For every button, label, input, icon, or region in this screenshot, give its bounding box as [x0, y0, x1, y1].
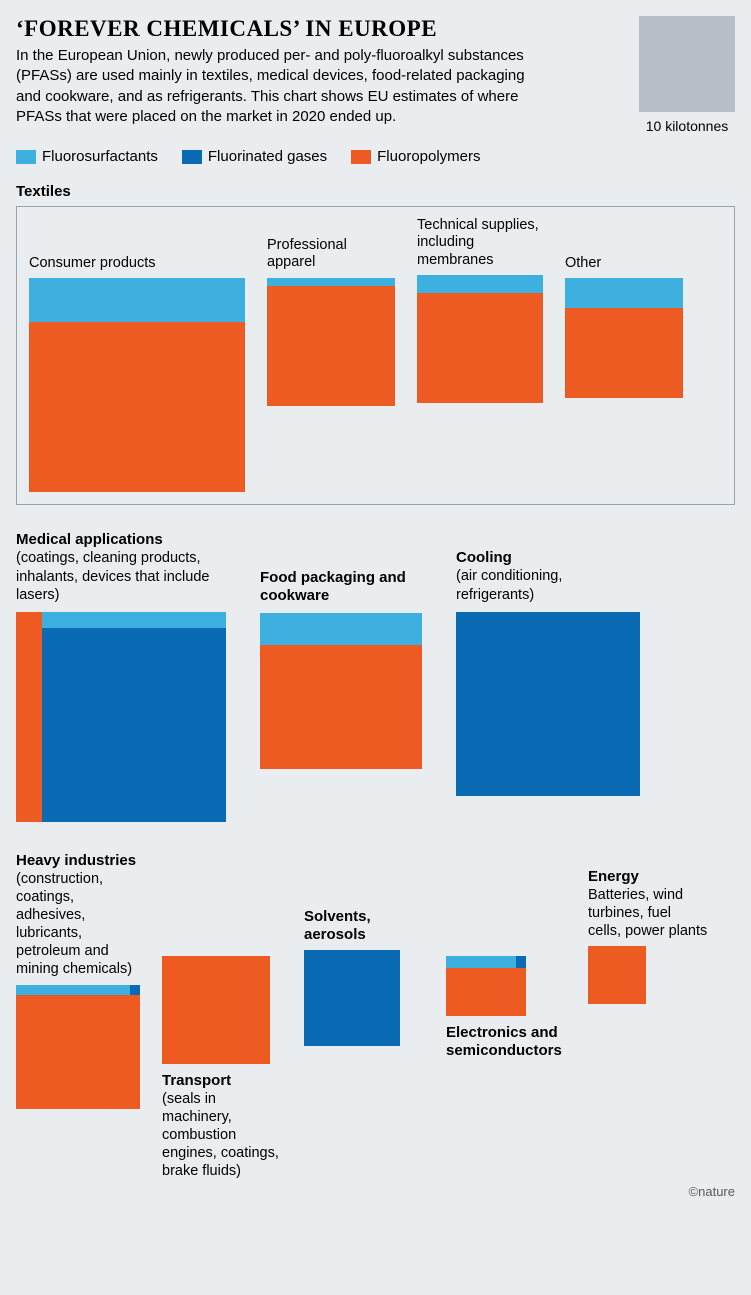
block-title: Transport — [162, 1072, 282, 1090]
chart-segment — [267, 286, 395, 406]
chart-segment — [29, 322, 245, 492]
legend-swatch — [351, 150, 371, 164]
textiles-column: Consumer products — [29, 217, 245, 492]
block-subtitle: (seals in machinery, combustion engines,… — [162, 1090, 282, 1181]
chart-segment — [16, 612, 42, 822]
category-block: Transport(seals in machinery, combustion… — [162, 852, 282, 1181]
category-block: Solvents, aerosols — [304, 852, 424, 1046]
chart-segment — [417, 293, 543, 403]
legend-label: Fluorosurfactants — [42, 148, 158, 165]
category-block: Heavy industries(construction, coatings,… — [16, 852, 140, 1109]
block-subtitle: Batteries, wind turbines, fuel cells, po… — [588, 886, 708, 940]
textiles-column: Professional apparel — [267, 217, 395, 406]
block-title: Heavy industries — [16, 852, 140, 870]
legend-swatch — [182, 150, 202, 164]
block-title: Cooling — [456, 549, 640, 567]
category-block: Medical applications(coatings, cleaning … — [16, 531, 226, 821]
chart-segment — [565, 278, 683, 308]
block-subtitle: (construction, coatings, adhesives, lubr… — [16, 870, 140, 979]
chart-segment — [260, 645, 422, 769]
chart-segment — [130, 985, 140, 995]
block-subtitle: (coatings, cleaning products, inhalants,… — [16, 549, 226, 603]
textiles-panel: Consumer products Professional apparel Tec… — [16, 206, 735, 505]
block-title: Medical applications — [16, 531, 226, 549]
textiles-column: Other — [565, 217, 683, 398]
chart-segment — [267, 278, 395, 286]
page-title: ‘FOREVER CHEMICALS’ IN EUROPE — [16, 16, 619, 42]
textiles-column: Technical supplies, including membranes — [417, 217, 543, 403]
block-title: Electronics and semiconductors — [446, 1024, 566, 1060]
chart-segment — [446, 956, 516, 968]
chart-segment — [16, 985, 130, 995]
chart-segment — [456, 612, 640, 796]
block-title: Energy — [588, 868, 708, 886]
credit: ©nature — [16, 1184, 735, 1199]
chart-segment — [29, 278, 245, 322]
block-title: Food packaging and cookware — [260, 569, 422, 605]
chart-segment — [565, 308, 683, 398]
legend: Fluorosurfactants Fluorinated gases Fluoro… — [16, 148, 735, 165]
chart-segment — [304, 950, 400, 1046]
chart-segment — [162, 956, 270, 1064]
legend-item: Fluorinated gases — [182, 148, 327, 165]
textiles-heading: Textiles — [16, 183, 735, 200]
chart-segment — [417, 275, 543, 293]
row-3: Heavy industries(construction, coatings,… — [16, 852, 735, 1181]
category-block: Cooling(air conditioning, refrigerants) — [456, 531, 640, 795]
chart-segment — [16, 995, 140, 1109]
intro-text: In the European Union, newly produced pe… — [16, 46, 536, 127]
category-block: Food packaging and cookware — [260, 531, 422, 769]
column-label: Other — [565, 255, 683, 272]
chart-segment — [446, 968, 526, 1016]
scale-key: 10 kilotonnes — [639, 16, 735, 134]
legend-swatch — [16, 150, 36, 164]
category-block: Electronics and semiconductors — [446, 852, 566, 1060]
chart-segment — [516, 956, 526, 968]
block-title: Solvents, aerosols — [304, 908, 424, 944]
legend-item: Fluorosurfactants — [16, 148, 158, 165]
chart-segment — [42, 628, 226, 822]
legend-label: Fluorinated gases — [208, 148, 327, 165]
column-label: Professional apparel — [267, 237, 395, 272]
chart-segment — [260, 613, 422, 645]
column-label: Technical supplies, including membranes — [417, 217, 543, 269]
chart-segment — [42, 612, 226, 628]
legend-label: Fluoropolymers — [377, 148, 480, 165]
scale-square — [639, 16, 735, 112]
block-subtitle: (air conditioning, refrigerants) — [456, 567, 640, 603]
scale-label: 10 kilotonnes — [646, 118, 729, 134]
row-2: Medical applications(coatings, cleaning … — [16, 531, 735, 821]
chart-segment — [588, 946, 646, 1004]
legend-item: Fluoropolymers — [351, 148, 480, 165]
column-label: Consumer products — [29, 255, 245, 272]
category-block: EnergyBatteries, wind turbines, fuel cel… — [588, 852, 708, 1004]
